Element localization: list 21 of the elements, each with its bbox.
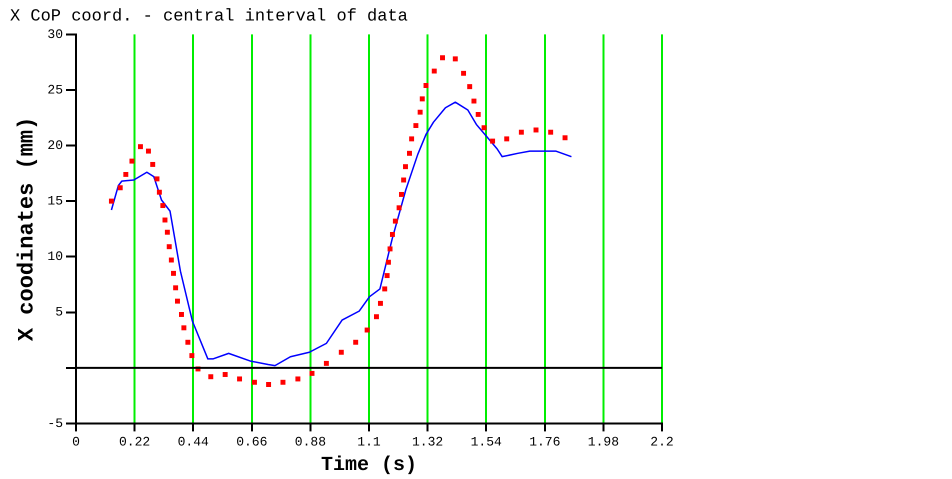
x-tick-label: 1.76	[529, 434, 560, 450]
y-tick-label: 25	[47, 82, 64, 98]
x-tick-label: 1.1	[357, 434, 381, 450]
y-tick-label: 20	[47, 138, 64, 153]
x-tick-label: 0.22	[118, 434, 150, 450]
y-tick-label: 15	[47, 194, 64, 209]
y-tick-label: 30	[47, 26, 64, 42]
chart-title: X CoP coord. - central interval of data	[10, 8, 408, 27]
x-axis-title: Time (s)	[320, 454, 418, 478]
y-tick-label: 5	[55, 304, 64, 320]
x-tick-label: 1.98	[588, 434, 620, 450]
y-tick-label: -5	[47, 416, 64, 431]
y-axis-title: X coodinates (mm)	[14, 116, 40, 342]
x-tick-label: 0.66	[236, 434, 268, 450]
x-tick-label: 0.44	[178, 434, 209, 450]
y-tick-label: 10	[47, 249, 64, 264]
x-tick-label: 0.88	[294, 434, 326, 450]
x-tick-label: 1.32	[412, 434, 444, 450]
x-tick-label: 2.2	[650, 434, 674, 450]
x-tick-label: 1.54	[470, 434, 502, 450]
x-tick-label: 0	[72, 434, 80, 450]
